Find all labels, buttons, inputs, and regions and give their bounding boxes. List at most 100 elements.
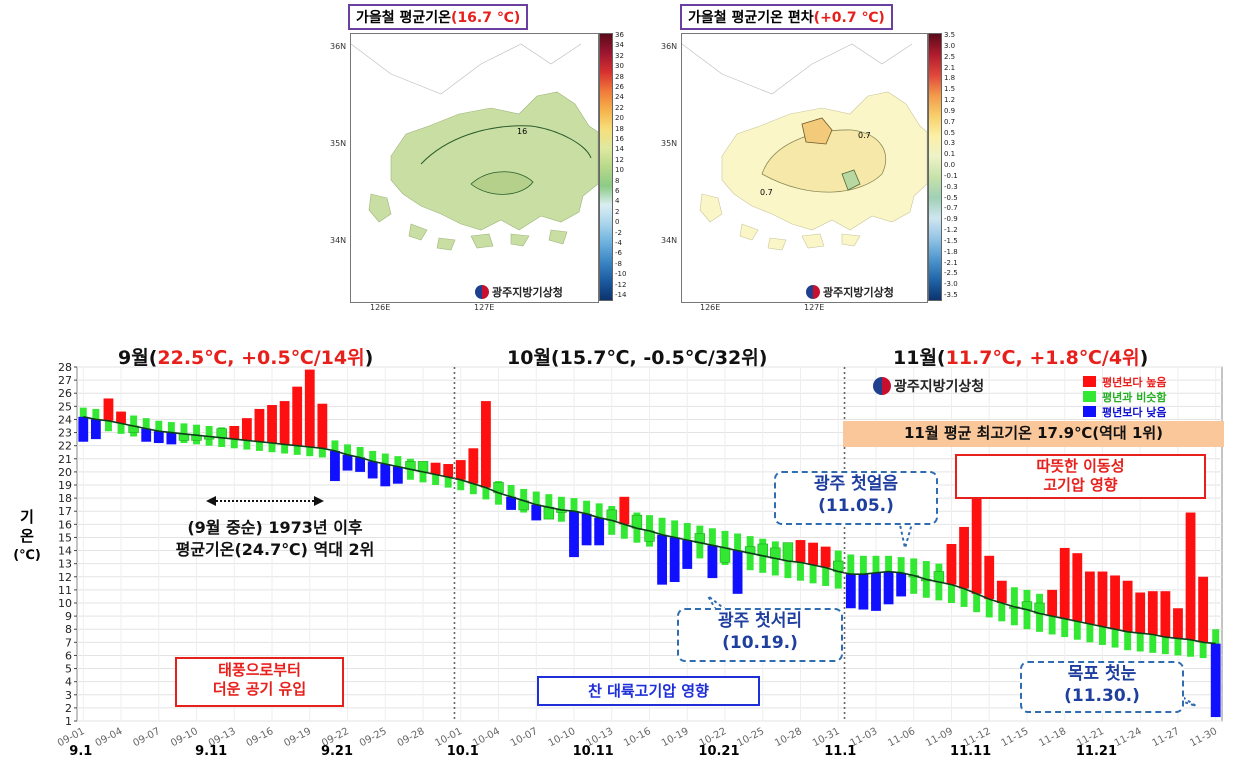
bar-below-normal (732, 550, 743, 594)
y-tick-label: 1 (65, 715, 72, 728)
colorbar-label: -1.2 (944, 226, 958, 234)
bar-near-normal (719, 547, 731, 563)
right-lat-36: 36N (661, 42, 678, 51)
bar-below-normal (682, 540, 693, 569)
bar-above-normal (481, 401, 491, 488)
right-lat-35: 35N (661, 139, 678, 148)
oct-summary: 10월(15.7℃, -0.5℃/32위) (507, 347, 768, 369)
x-tick-label: 10-28 (773, 726, 804, 749)
y-tick-label: 20 (58, 466, 72, 479)
colorbar-label: 18 (615, 124, 624, 133)
legend-below-swatch (1083, 406, 1096, 417)
bar-above-normal (820, 546, 831, 568)
legend-below-text: 평년보다 낮음 (1102, 406, 1167, 419)
x-tick-label: 09-25 (358, 726, 389, 749)
bar-below-normal (531, 504, 542, 521)
legend-above-swatch (1083, 376, 1096, 387)
left-lon-126: 126E (370, 303, 391, 312)
sep-summary: 9월(22.5℃, +0.5℃/14위) (118, 343, 373, 370)
colorbar-label: 34 (615, 41, 624, 50)
colorbar-label: 3.0 (944, 41, 956, 50)
colorbar-label: -10 (615, 270, 627, 279)
colorbar-label: 36 (615, 31, 624, 39)
typhoon-box: 태풍으로부터 더운 공기 유입 (175, 657, 344, 707)
left-map-title-text: 가을철 평균기온 (356, 10, 452, 26)
x-tick-label: 10-19 (660, 726, 691, 749)
colorbar-label: 2.1 (944, 63, 956, 72)
bar-above-normal (959, 526, 969, 589)
sep-value: 22.5℃, +0.5℃/14위 (157, 347, 365, 369)
nov-value: 11.7℃, +1.8℃/4위 (945, 347, 1140, 369)
bar-below-normal (1210, 643, 1221, 718)
x-major-label: 10.21 (698, 744, 740, 759)
bar-above-normal (1097, 571, 1108, 627)
x-tick-label: 11-24 (1113, 726, 1144, 749)
bar-above-normal (619, 496, 630, 525)
bar-below-normal (594, 517, 605, 546)
typhoon-line-1: 태풍으로부터 (218, 661, 301, 679)
typhoon-line-2: 더운 공기 유입 (212, 680, 307, 698)
y-tick-label: 12 (58, 571, 72, 584)
bar-above-normal (1185, 512, 1196, 640)
y-tick-label: 2 (65, 702, 72, 715)
y-tick-label: 23 (58, 427, 72, 440)
colorbar-label: -14 (615, 291, 627, 299)
bar-near-normal (770, 547, 781, 559)
colorbar-label: 30 (615, 62, 624, 71)
right-map-logo-text: 광주지방기상청 (823, 286, 894, 299)
bar-below-normal (896, 572, 907, 597)
x-tick-label: 11-18 (1037, 726, 1068, 749)
kma-logo-icon (873, 377, 891, 395)
x-major-label: 9.1 (69, 744, 93, 759)
bar-below-normal (367, 461, 378, 479)
bar-below-normal (90, 419, 101, 440)
bar-above-normal (996, 580, 1007, 603)
bar-near-normal (933, 571, 945, 583)
bar-above-normal (1047, 589, 1058, 617)
y-tick-label: 7 (65, 636, 72, 649)
y-tick-label: 24 (58, 413, 72, 426)
y-axis-label-3: (℃) (13, 548, 41, 563)
colorbar-label: 0.9 (944, 106, 956, 115)
frost-line-1: 광주 첫서리 (717, 611, 803, 631)
bar-above-normal (1059, 547, 1070, 619)
y-tick-label: 3 (65, 689, 72, 702)
bar-below-normal (141, 428, 152, 442)
left-colorbar (599, 33, 613, 301)
bar-above-normal (317, 403, 328, 449)
left-map-svg (351, 43, 598, 251)
bar-below-normal (707, 545, 718, 579)
right-lon-127: 127E (804, 303, 825, 312)
legend-above-text: 평년보다 높음 (1102, 376, 1167, 389)
colorbar-label: -6 (615, 249, 622, 258)
x-tick-labels: 09-01 09-04 09-07 09-10 09-13 09-16 09-19 09-22… (56, 726, 1219, 749)
colorbar-label: -8 (615, 259, 622, 268)
right-map-title-text: 가을철 평균기온 편차 (688, 10, 814, 26)
y-axis-label: 기 온 (℃) (12, 508, 42, 565)
x-tick-label: 09-07 (131, 726, 162, 749)
left-map-logo-text: 광주지방기상청 (492, 286, 563, 299)
bar-above-normal (971, 496, 982, 594)
bar-above-normal (1160, 591, 1171, 638)
colorbar-label: 26 (615, 83, 624, 91)
bar-below-normal (392, 466, 403, 484)
y-axis-label-2: 온 (20, 527, 34, 545)
warm-line-1: 따뜻한 이동성 (1036, 457, 1125, 475)
bar-above-normal (1110, 575, 1120, 630)
ice-line-1: 광주 첫얼음 (813, 474, 899, 494)
right-lon-126: 126E (700, 303, 721, 312)
kma-logo-icon (806, 285, 820, 299)
left-map-boundary (351, 43, 582, 95)
bar-below-normal (883, 571, 894, 605)
colorbar-label: -3.5 (944, 291, 958, 299)
nov-summary: 11월(11.7℃, +1.8℃/4위) (893, 343, 1148, 370)
bar-above-normal (1135, 592, 1146, 634)
left-map-logo: 광주지방기상청 (475, 284, 563, 300)
x-tick-label: 09-16 (245, 726, 276, 749)
chart-logo: 광주지방기상청 (873, 376, 984, 396)
bar-above-normal (808, 542, 818, 565)
left-lat-36: 36N (330, 42, 347, 51)
bar-above-normal (984, 555, 995, 600)
right-map-panel: 0.7 0.7 광주지방기상청 (681, 33, 928, 303)
normal-line (83, 416, 1216, 645)
